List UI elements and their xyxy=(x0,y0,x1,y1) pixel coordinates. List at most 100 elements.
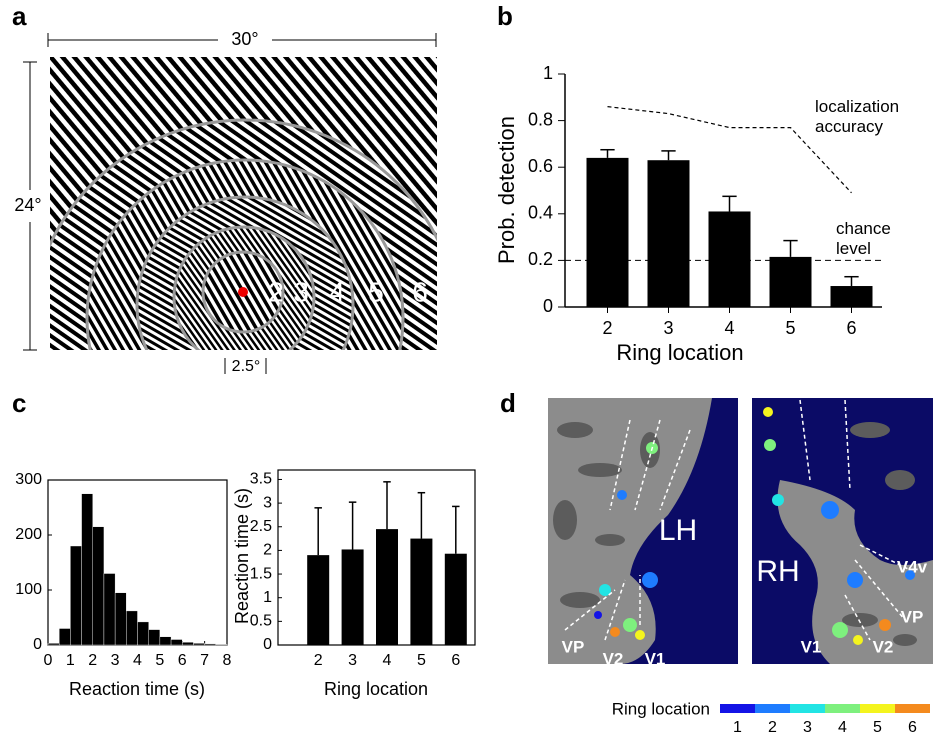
error-bar xyxy=(661,150,676,161)
x-tick-label: 3 xyxy=(663,318,673,338)
area-label: V2 xyxy=(873,637,894,656)
width-label: 30° xyxy=(231,29,258,49)
panel-letter: c xyxy=(12,388,26,418)
colorbar-tick-label: 6 xyxy=(908,719,917,736)
y-tick-label: 1 xyxy=(263,589,272,606)
x-tick-label: 4 xyxy=(383,652,392,669)
bar xyxy=(769,256,812,307)
x-tick-label: 6 xyxy=(846,318,856,338)
bar xyxy=(708,211,751,307)
cortex xyxy=(760,398,933,664)
area-labels: VP V2 V1 V4v VP V1 V2 xyxy=(562,557,928,668)
x-tick-label: 2 xyxy=(602,318,612,338)
x-axis-label: Reaction time (s) xyxy=(69,679,205,699)
histogram-bar xyxy=(70,545,82,646)
y-tick-label: 0 xyxy=(543,296,553,316)
height-label: 24° xyxy=(14,195,41,215)
x-tick-label: 4 xyxy=(724,318,734,338)
x-tick-label: 6 xyxy=(451,652,460,669)
error-bar xyxy=(452,505,460,554)
ring-width-label: 2.5° xyxy=(232,358,261,375)
x-tick-label: 8 xyxy=(223,652,232,669)
bar xyxy=(376,529,398,645)
colorbar-tick-label: 1 xyxy=(733,719,742,736)
x-tick-label: 5 xyxy=(785,318,795,338)
panel-letter: a xyxy=(12,1,27,31)
area-label: V2 xyxy=(603,649,624,668)
histogram-bar xyxy=(92,526,105,646)
colorbar-label: Ring location xyxy=(612,699,710,718)
bar xyxy=(830,286,873,307)
stimulus-scale xyxy=(23,33,437,374)
ring-label: 5 xyxy=(368,276,384,307)
error-bar xyxy=(844,275,859,287)
area-label: V1 xyxy=(645,649,666,668)
x-tick-label: 3 xyxy=(111,652,120,669)
y-tick-label: 3.5 xyxy=(250,471,272,488)
y-tick-label: 0.6 xyxy=(528,156,553,176)
y-tick-label: 0.8 xyxy=(528,109,553,129)
bar xyxy=(341,549,364,645)
histogram-bar xyxy=(114,592,127,646)
area-label: V4v xyxy=(897,557,928,576)
histogram-bar xyxy=(137,621,149,646)
error-bar xyxy=(600,148,615,158)
error-bar xyxy=(348,501,357,550)
colorbar-swatch xyxy=(825,704,860,713)
x-tick-label: 6 xyxy=(178,652,187,669)
x-tick-label: 2 xyxy=(88,652,97,669)
x-tick-label: 3 xyxy=(348,652,357,669)
histogram-bar xyxy=(58,628,71,646)
ring-label: 3 xyxy=(293,276,309,307)
line-label: localization accuracy xyxy=(815,97,900,136)
fixation-point xyxy=(238,287,248,297)
y-tick-label: 300 xyxy=(15,471,42,488)
y-tick-label: 100 xyxy=(15,581,42,598)
colorbar-tick-label: 3 xyxy=(803,719,812,736)
y-tick-label: 1 xyxy=(543,63,553,83)
error-bar xyxy=(383,481,391,530)
y-tick-label: 0 xyxy=(263,636,272,653)
area-label: V1 xyxy=(801,637,822,656)
y-tick-label: 3 xyxy=(263,494,272,511)
y-tick-label: 0.5 xyxy=(250,613,272,630)
bar xyxy=(307,555,330,645)
y-tick-label: 200 xyxy=(15,526,42,543)
bar xyxy=(586,157,629,307)
histogram-bar xyxy=(47,643,60,646)
right-map xyxy=(752,398,933,664)
y-tick-label: 1.5 xyxy=(250,565,272,582)
x-tick-label: 4 xyxy=(133,652,142,669)
histogram-bar xyxy=(148,629,161,646)
y-tick-label: 0.2 xyxy=(528,249,553,269)
reference-label: chance level xyxy=(836,219,891,258)
area-label: VP xyxy=(562,637,585,656)
activation xyxy=(763,407,915,645)
histogram-bar xyxy=(170,639,183,646)
histogram-bar xyxy=(204,643,217,646)
ring-label: 6 xyxy=(412,276,428,307)
activation xyxy=(594,442,658,640)
hemisphere-label: RH xyxy=(756,555,799,588)
histogram-bar xyxy=(126,610,138,646)
stimulus xyxy=(50,57,437,350)
x-tick-label: 1 xyxy=(66,652,75,669)
y-tick-label: 2 xyxy=(263,542,272,559)
error-bar xyxy=(417,491,426,539)
y-axis-label: Reaction time (s) xyxy=(232,488,252,624)
sulci xyxy=(842,422,917,646)
colorbar-swatch xyxy=(755,704,790,713)
error-bar xyxy=(722,195,737,212)
area-label: VP xyxy=(901,607,924,626)
y-tick-label: 0.4 xyxy=(528,203,553,223)
x-axis-label: Ring location xyxy=(616,340,743,365)
error-bar xyxy=(314,507,322,556)
colorbar-tick-label: 2 xyxy=(768,719,777,736)
hemisphere-label: LH xyxy=(659,514,697,547)
histogram-bar xyxy=(159,636,172,646)
x-tick-label: 2 xyxy=(314,652,323,669)
x-tick-label: 7 xyxy=(200,652,209,669)
bar xyxy=(444,553,467,645)
